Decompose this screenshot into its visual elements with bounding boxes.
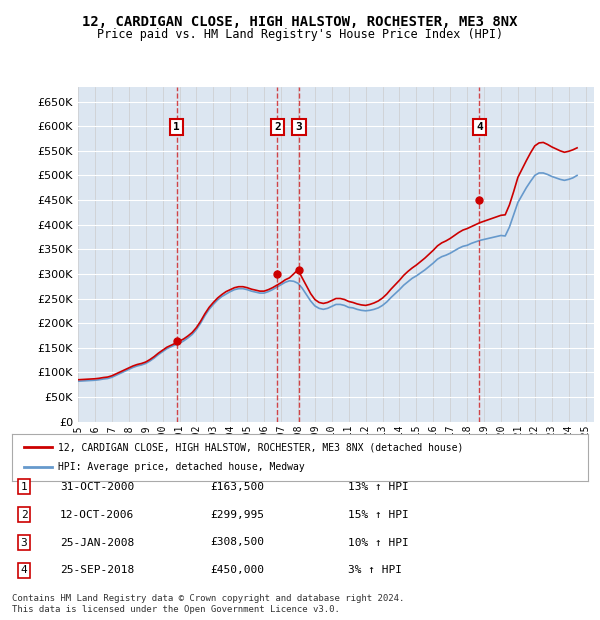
Text: 13% ↑ HPI: 13% ↑ HPI	[348, 482, 409, 492]
Text: 25-SEP-2018: 25-SEP-2018	[60, 565, 134, 575]
Text: 2: 2	[20, 510, 28, 520]
Text: 15% ↑ HPI: 15% ↑ HPI	[348, 510, 409, 520]
Text: 3: 3	[20, 538, 28, 547]
Text: £299,995: £299,995	[210, 510, 264, 520]
Text: 4: 4	[20, 565, 28, 575]
Text: Contains HM Land Registry data © Crown copyright and database right 2024.
This d: Contains HM Land Registry data © Crown c…	[12, 595, 404, 614]
Text: 31-OCT-2000: 31-OCT-2000	[60, 482, 134, 492]
Text: 3% ↑ HPI: 3% ↑ HPI	[348, 565, 402, 575]
Text: 1: 1	[173, 122, 180, 132]
Text: £163,500: £163,500	[210, 482, 264, 492]
Text: 4: 4	[476, 122, 483, 132]
Text: £450,000: £450,000	[210, 565, 264, 575]
Text: 2: 2	[274, 122, 281, 132]
Text: HPI: Average price, detached house, Medway: HPI: Average price, detached house, Medw…	[58, 463, 305, 472]
Text: 12, CARDIGAN CLOSE, HIGH HALSTOW, ROCHESTER, ME3 8NX: 12, CARDIGAN CLOSE, HIGH HALSTOW, ROCHES…	[82, 16, 518, 30]
Text: £308,500: £308,500	[210, 538, 264, 547]
Text: 1: 1	[20, 482, 28, 492]
Text: 10% ↑ HPI: 10% ↑ HPI	[348, 538, 409, 547]
Text: 12-OCT-2006: 12-OCT-2006	[60, 510, 134, 520]
Text: 25-JAN-2008: 25-JAN-2008	[60, 538, 134, 547]
Text: 12, CARDIGAN CLOSE, HIGH HALSTOW, ROCHESTER, ME3 8NX (detached house): 12, CARDIGAN CLOSE, HIGH HALSTOW, ROCHES…	[58, 442, 463, 452]
Text: 3: 3	[296, 122, 302, 132]
Text: Price paid vs. HM Land Registry's House Price Index (HPI): Price paid vs. HM Land Registry's House …	[97, 28, 503, 41]
